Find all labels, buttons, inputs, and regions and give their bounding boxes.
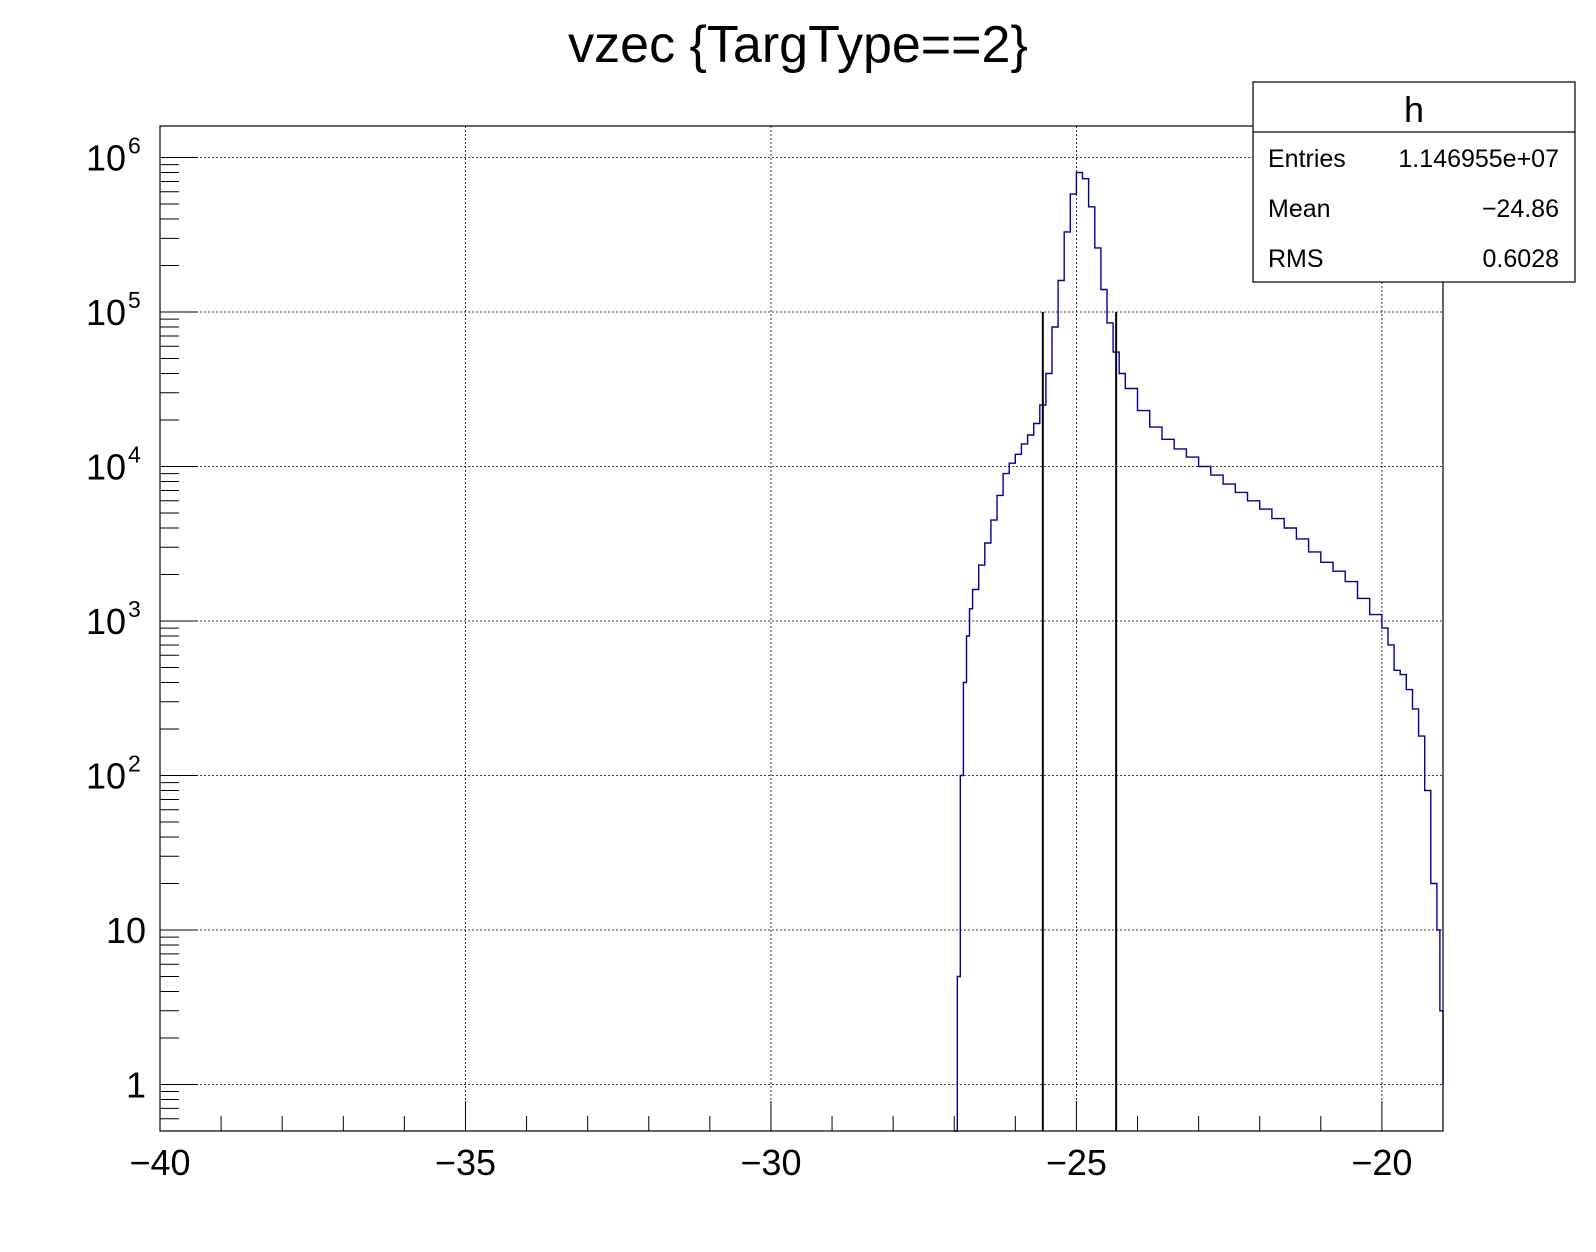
y-tick-label: 10 bbox=[86, 756, 126, 797]
plot-frame bbox=[159, 125, 1444, 1132]
y-tick-label: 1 bbox=[126, 1064, 146, 1105]
x-tick-label: −25 bbox=[1046, 1142, 1107, 1183]
stats-entries-value: 1.146955e+07 bbox=[1398, 145, 1559, 173]
x-tick-labels: −40 −35 −30 −25 −20 bbox=[129, 1142, 1412, 1183]
y-tick-label: 10 bbox=[86, 447, 126, 488]
chart-title: vzec {TargType==2} bbox=[568, 16, 1028, 74]
x-tick-label: −30 bbox=[740, 1142, 801, 1183]
stats-mean-value: −24.86 bbox=[1482, 195, 1559, 223]
y-tick-exponent: 5 bbox=[128, 287, 141, 313]
cut-lines bbox=[1041, 312, 1118, 1131]
y-tick-exponent: 3 bbox=[128, 596, 141, 622]
y-tick-label: 10 bbox=[106, 910, 146, 951]
y-tick-exponent: 4 bbox=[128, 442, 141, 468]
x-tick-label: −40 bbox=[129, 1142, 190, 1183]
y-tick-label: 10 bbox=[86, 601, 126, 642]
x-tick-label: −35 bbox=[435, 1142, 496, 1183]
y-tick-label: 10 bbox=[86, 138, 126, 179]
histogram-series bbox=[954, 171, 1444, 1132]
axis-ticks bbox=[159, 157, 1444, 1132]
grid-lines bbox=[160, 126, 1443, 1131]
y-tick-exponent: 2 bbox=[128, 751, 141, 777]
stats-entries-label: Entries bbox=[1268, 145, 1346, 173]
stats-rms-label: RMS bbox=[1268, 245, 1324, 273]
stats-box: h Entries 1.146955e+07 Mean −24.86 RMS 0… bbox=[1252, 81, 1576, 283]
histogram-line bbox=[954, 171, 1444, 1132]
y-tick-label: 10 bbox=[86, 292, 126, 333]
stats-mean-label: Mean bbox=[1268, 195, 1331, 223]
y-tick-exponent: 6 bbox=[128, 133, 141, 159]
stats-rms-value: 0.6028 bbox=[1483, 245, 1559, 273]
stats-box-name: h bbox=[1404, 89, 1424, 130]
x-tick-label: −20 bbox=[1351, 1142, 1412, 1183]
stats-box-frame bbox=[1252, 81, 1576, 283]
